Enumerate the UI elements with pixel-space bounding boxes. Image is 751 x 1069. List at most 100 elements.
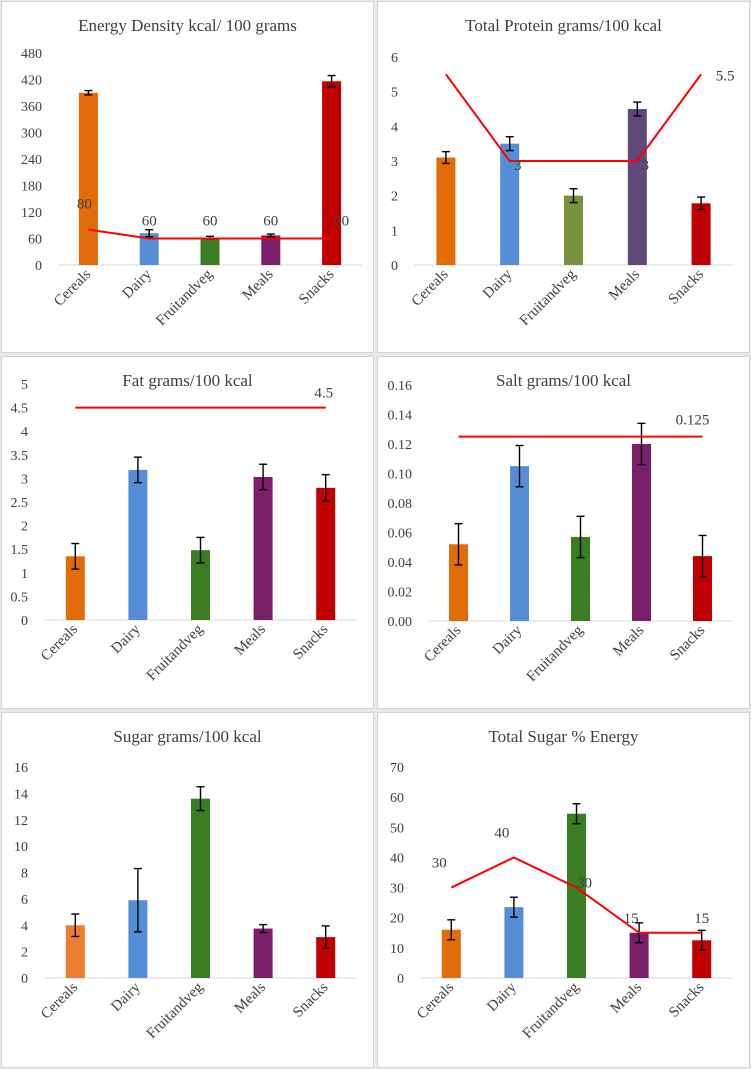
chart-plot: 0 0.5 1 1.5 2 2.5 3 3.5 4 4.5 5 4.5 Cereals Dairy Frui… (11, 378, 357, 684)
category-label: Meals (239, 266, 276, 303)
y-tick-label: 420 (21, 74, 42, 89)
category-label: Meals (610, 622, 647, 659)
category-label: Fruitandveg (520, 979, 583, 1042)
category-label: Dairy (480, 266, 516, 302)
y-tick-label: 0.5 (11, 590, 29, 605)
y-tick-label: 1 (21, 567, 28, 582)
bar-meals (629, 932, 649, 978)
chart-plot: 0 2 4 6 8 10 12 14 16 Cereals Dairy Fruitandveg Meal… (14, 761, 357, 1042)
reference-label: 3 (642, 158, 650, 174)
y-tick-label: 2 (21, 946, 28, 961)
category-label: Dairy (108, 979, 144, 1015)
chart-plot: 0 10 20 30 40 50 60 70 30 40 30 15 15 Cereals Dairy Fru… (390, 761, 733, 1042)
y-tick-label: 0.08 (388, 497, 413, 512)
y-tick-label: 4 (21, 919, 28, 934)
y-tick-label: 0.14 (388, 409, 413, 424)
reference-line (445, 73, 702, 162)
chart-title: Fat grams/100 kcal (122, 371, 253, 390)
chart-plot: 0.00 0.02 0.04 0.06 0.08 0.10 0.12 0.14 0.16 0.12… (388, 379, 733, 685)
category-label: Dairy (490, 622, 526, 658)
reference-label: 5.5 (716, 68, 735, 84)
category-label: Fruitandveg (144, 621, 207, 684)
fat-chart: 0 0.5 1 1.5 2 2.5 3 3.5 4 4.5 5 4.5 Cereals Dairy Frui… (1, 356, 374, 709)
chart-title: Salt grams/100 kcal (495, 371, 632, 390)
y-tick-label: 0 (391, 259, 398, 274)
reference-label: 0.125 (676, 413, 710, 429)
y-tick-label: 0 (21, 972, 28, 987)
category-label: Snacks (667, 622, 708, 663)
y-tick-label: 3 (21, 472, 28, 487)
y-tick-label: 16 (14, 761, 28, 776)
y-tick-label: 180 (21, 180, 42, 195)
reference-label: 80 (77, 197, 92, 213)
category-label: Cereals (421, 622, 464, 665)
bar-fruitandveg (200, 237, 220, 265)
category-label: Dairy (120, 266, 156, 302)
bar-snacks (693, 556, 712, 621)
y-tick-label: 0.16 (388, 379, 413, 394)
y-tick-label: 10 (14, 840, 28, 855)
y-tick-label: 20 (390, 912, 404, 927)
bar-meals (627, 109, 647, 265)
reference-label: 60 (334, 214, 349, 230)
bar-cereals (436, 157, 456, 265)
category-label: Fruitandveg (153, 266, 216, 329)
y-tick-label: 4.5 (11, 402, 29, 417)
y-tick-label: 2 (391, 190, 398, 205)
reference-label: 60 (263, 214, 278, 230)
y-tick-label: 0 (21, 614, 28, 629)
y-tick-label: 6 (21, 893, 28, 908)
salt-chart: 0.00 0.02 0.04 0.06 0.08 0.10 0.12 0.14 0.16 0.12… (377, 356, 750, 709)
reference-label: 3 (514, 158, 522, 174)
bar-meals (253, 928, 273, 978)
y-tick-label: 6 (391, 51, 398, 66)
bar-dairy (128, 900, 148, 978)
reference-line (88, 228, 332, 240)
y-tick-label: 300 (21, 127, 42, 142)
chart-title: Total Protein grams/100 kcal (465, 16, 662, 35)
reference-label: 4.5 (314, 386, 333, 402)
sugar-chart: 0 2 4 6 8 10 12 14 16 Cereals Dairy Fruitandveg Meal… (1, 712, 374, 1068)
bar-meals (261, 235, 281, 265)
y-tick-label: 120 (21, 206, 42, 221)
bar-dairy (139, 233, 159, 265)
bar-meals (632, 444, 651, 621)
y-tick-label: 0.12 (388, 438, 413, 453)
reference-label: 30 (432, 856, 447, 872)
reference-label: 60 (203, 214, 218, 230)
y-tick-label: 0.00 (388, 615, 413, 630)
y-tick-label: 4 (21, 425, 28, 440)
bar-snacks (322, 81, 342, 266)
category-label: Dairy (484, 979, 520, 1015)
chart-title: Energy Density kcal/ 100 grams (78, 16, 297, 35)
category-label: Cereals (38, 979, 81, 1022)
bar-snacks (692, 940, 712, 978)
reference-label: 15 (694, 911, 709, 927)
category-label: Cereals (38, 621, 81, 664)
y-tick-label: 60 (28, 233, 42, 248)
reference-line (450, 856, 702, 934)
energy-density-chart: 0 60 120 180 240 300 360 420 480 80 60 60 60 60 Cereal… (1, 1, 374, 353)
y-tick-label: 30 (390, 882, 404, 897)
y-tick-label: 2 (21, 520, 28, 535)
category-label: Fruitandveg (144, 979, 207, 1042)
y-tick-label: 8 (21, 867, 28, 882)
bar-dairy (504, 907, 524, 978)
category-label: Snacks (666, 979, 707, 1020)
bar-dairy (510, 466, 529, 621)
reference-label: 15 (624, 911, 639, 927)
y-tick-label: 5 (21, 378, 28, 393)
bar-cereals (65, 925, 85, 978)
bar-fruitandveg (191, 798, 210, 978)
y-tick-label: 12 (14, 814, 28, 829)
bar-fruitandveg (564, 195, 583, 265)
y-tick-label: 0 (35, 259, 42, 274)
y-tick-label: 14 (14, 787, 28, 802)
bar-fruitandveg (571, 536, 590, 621)
y-tick-label: 5 (391, 86, 398, 101)
y-tick-label: 0.02 (388, 586, 413, 601)
bar-snacks (316, 937, 336, 978)
y-tick-label: 70 (390, 761, 404, 776)
y-tick-label: 1 (391, 224, 398, 239)
total-sugar-energy-chart: 0 10 20 30 40 50 60 70 30 40 30 15 15 Cereals Dairy Fru… (377, 712, 750, 1068)
